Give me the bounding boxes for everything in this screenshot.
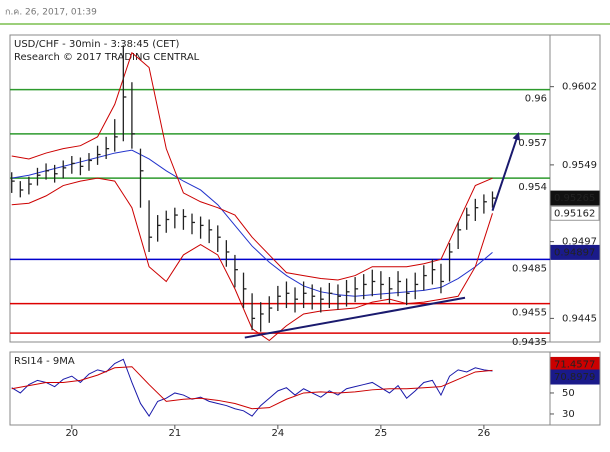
chart-subtitle: Research © 2017 TRADING CENTRAL — [14, 52, 200, 63]
x-tick-label: 21 — [168, 428, 181, 439]
y-tick-label: 0.9602 — [562, 82, 597, 93]
main-panel — [9, 34, 601, 343]
x-tick-label: 24 — [271, 428, 284, 439]
forecast-arrow — [491, 131, 521, 211]
y-tick-label: 0.9549 — [562, 160, 597, 171]
level-label: 0.954 — [518, 182, 547, 193]
level-label: 0.9435 — [512, 337, 547, 348]
x-tick-label: 26 — [478, 428, 491, 439]
rsi-panel — [9, 351, 601, 426]
level-label: 0.9455 — [512, 308, 547, 319]
price-box — [550, 205, 600, 221]
rsi-title: RSI14 - 9MA — [14, 356, 75, 367]
indicator-line — [11, 149, 493, 297]
price-box-label: 71.4577 — [554, 359, 595, 370]
price-box-label: 0.94897 — [554, 247, 595, 258]
level-label: 0.9485 — [512, 263, 547, 274]
y-tick-label: 0.9497 — [562, 237, 597, 248]
x-tick-label: 25 — [375, 428, 388, 439]
chart-title: USD/CHF - 30min - 3:38:45 (CET) — [14, 39, 180, 50]
price-box-label: 70.8979 — [554, 372, 595, 383]
level-label: 0.957 — [518, 138, 547, 149]
y-tick-label: 30 — [562, 409, 575, 420]
price-box-label: 0.95162 — [554, 208, 595, 219]
level-label: 0.96 — [525, 94, 547, 105]
y-tick-label: 50 — [562, 388, 575, 399]
timestamp: ก.ค. 26, 2017, 01:39 — [5, 8, 97, 18]
y-tick-label: 0.9445 — [562, 313, 597, 324]
rsi-line — [11, 358, 493, 418]
indicator-line — [11, 51, 493, 281]
rsi-line — [11, 366, 493, 410]
price-box-label: 0.95265 — [554, 193, 595, 204]
price-box — [550, 244, 600, 260]
price-box — [550, 369, 600, 385]
price-box — [550, 190, 600, 206]
trendline — [244, 296, 466, 339]
x-tick-label: 20 — [65, 428, 78, 439]
